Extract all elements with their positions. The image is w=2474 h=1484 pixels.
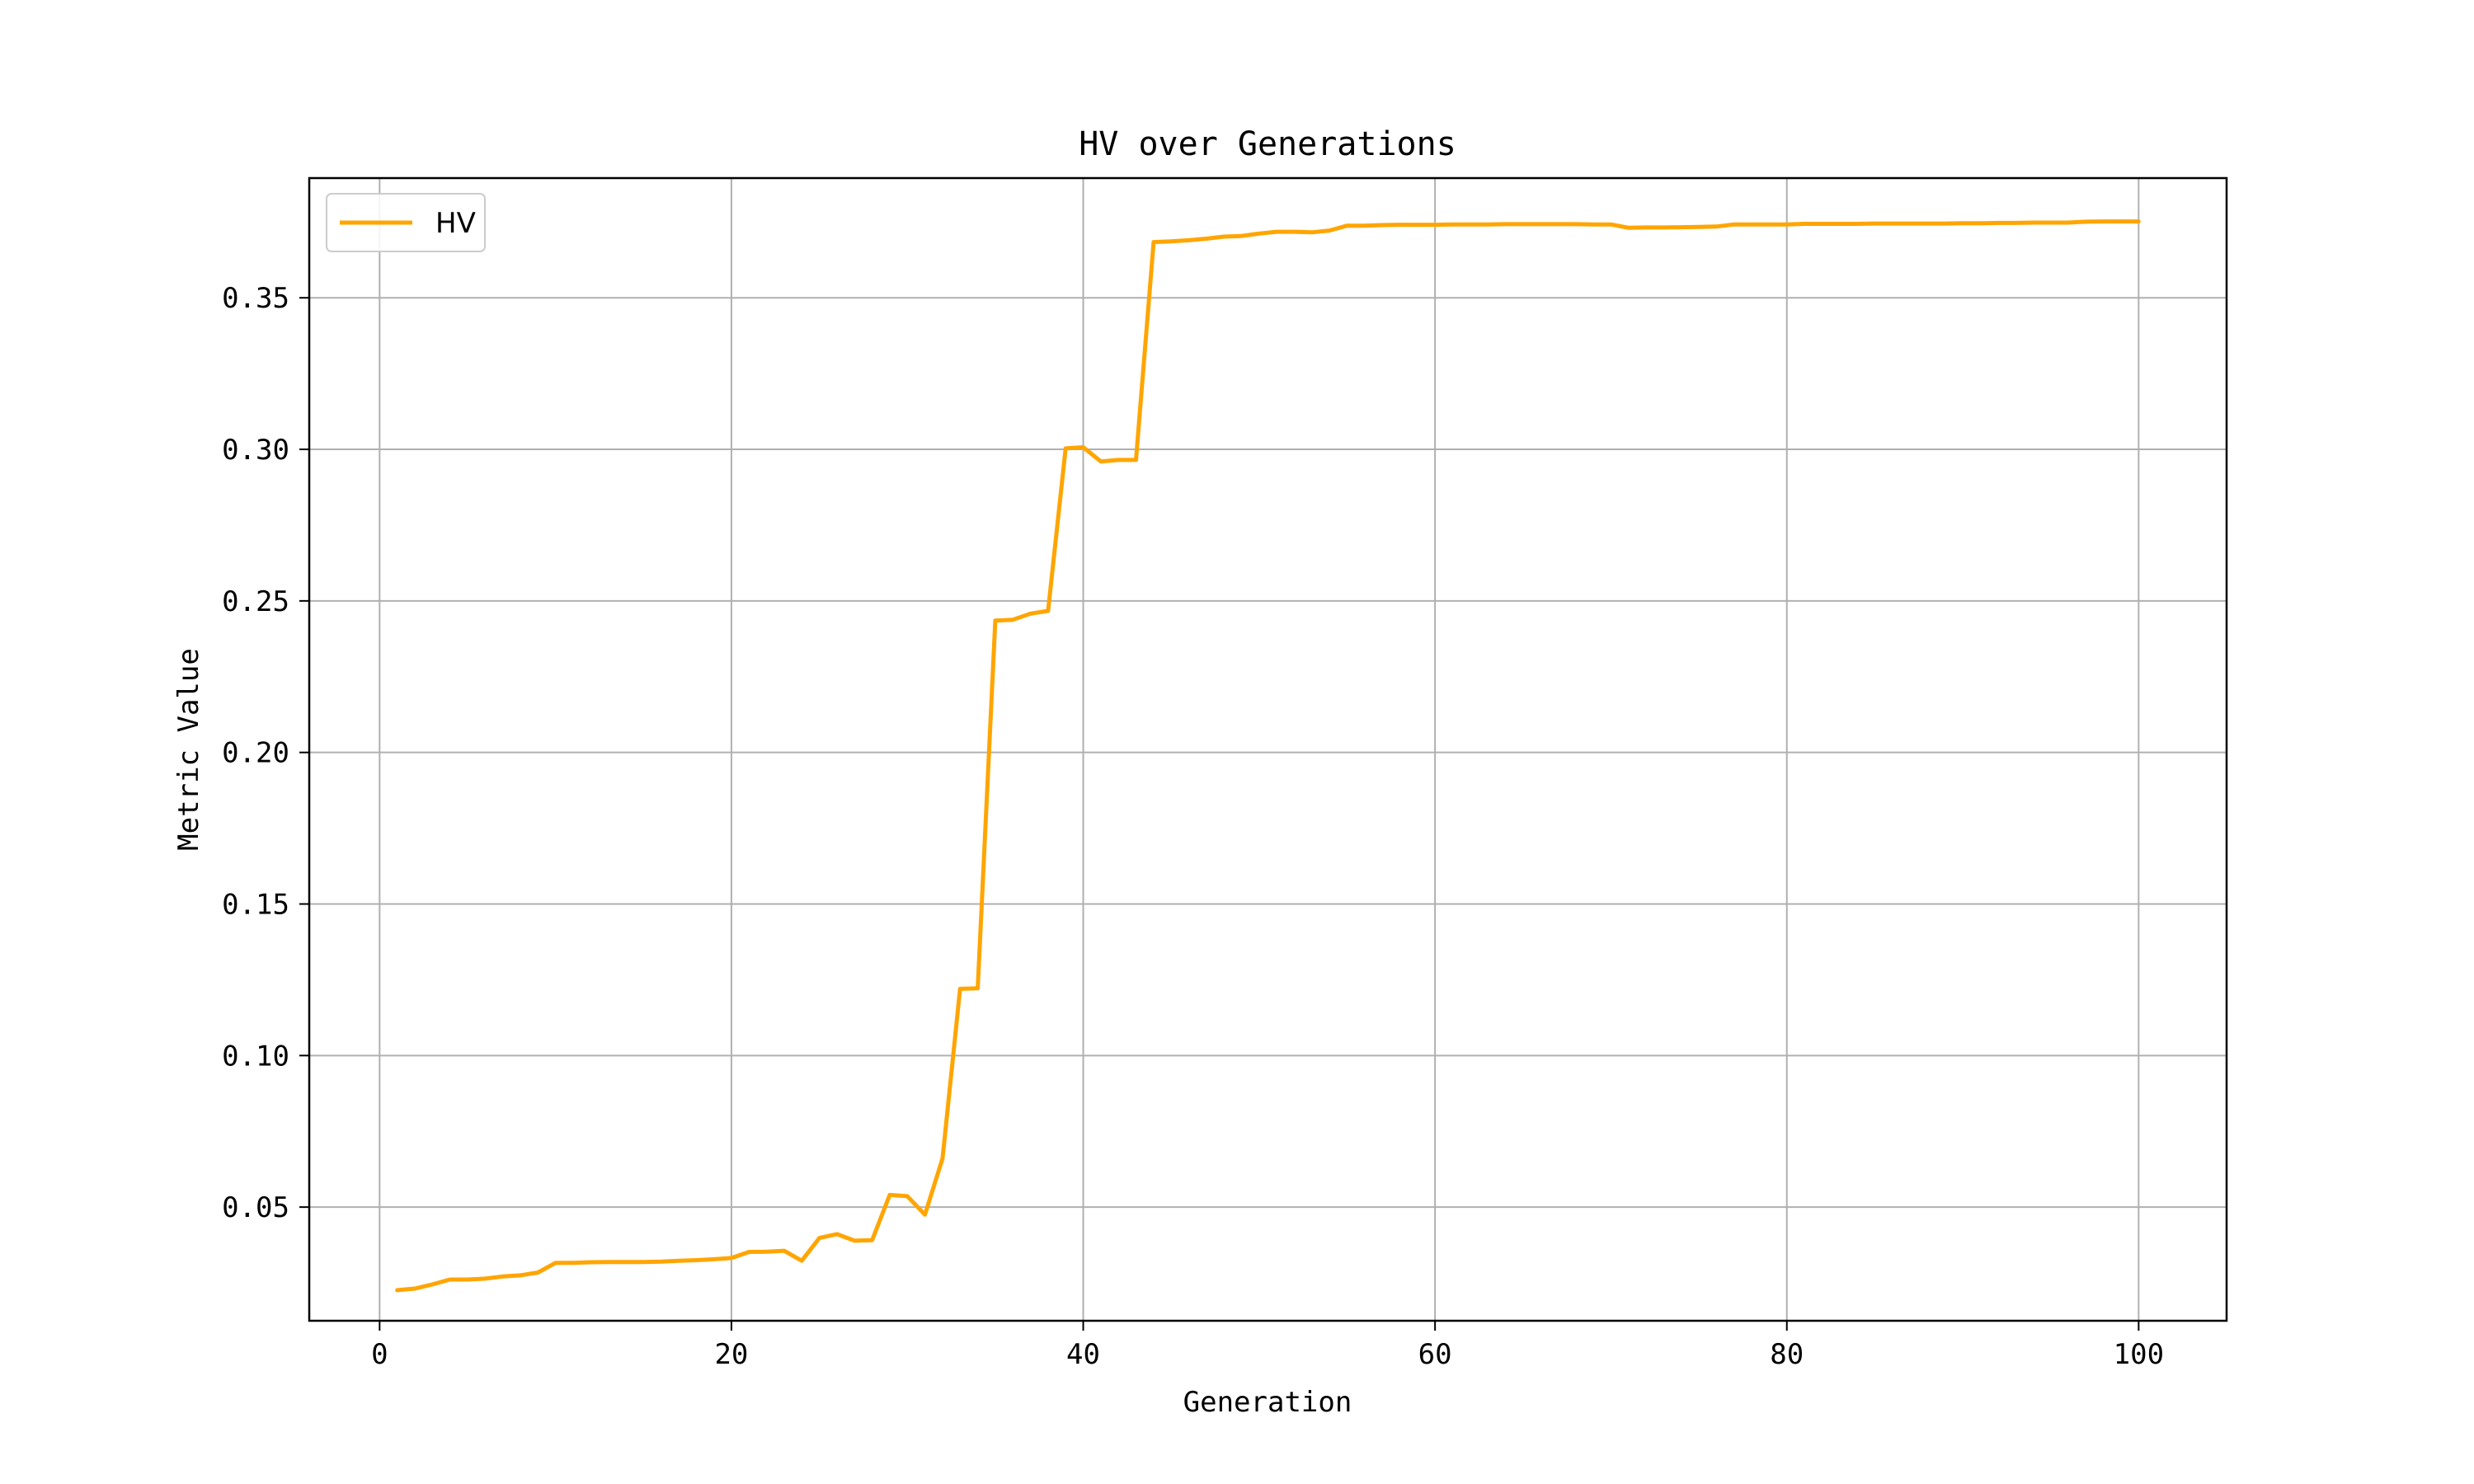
x-tick-label: 0 <box>371 1338 388 1371</box>
x-axis-label: Generation <box>1183 1386 1352 1419</box>
x-tick-label: 20 <box>714 1338 748 1371</box>
y-axis: 0.05 0.10 0.15 0.20 0.25 0.30 0.35 <box>222 282 309 1224</box>
y-tick-label: 0.25 <box>222 585 289 618</box>
x-tick-label: 60 <box>1418 1338 1452 1371</box>
y-tick-label: 0.20 <box>222 737 289 770</box>
chart-title: HV over Generations <box>1079 125 1456 163</box>
y-tick-label: 0.35 <box>222 282 289 315</box>
y-tick-label: 0.05 <box>222 1191 289 1224</box>
y-axis-label: Metric Value <box>172 648 205 851</box>
y-tick-label: 0.30 <box>222 434 289 467</box>
x-tick-label: 100 <box>2114 1338 2164 1371</box>
y-tick-label: 0.15 <box>222 888 289 921</box>
x-axis: 0 20 40 60 80 100 <box>371 1321 2164 1371</box>
y-tick-label: 0.10 <box>222 1040 289 1073</box>
grid-lines <box>309 178 2227 1321</box>
legend-label-hv: HV <box>435 207 476 240</box>
series-line-hv <box>395 219 2141 1293</box>
plot-frame <box>308 176 2228 1322</box>
x-tick-label: 80 <box>1770 1338 1804 1371</box>
legend: HV <box>326 193 486 252</box>
x-tick-label: 40 <box>1066 1338 1100 1371</box>
data-series <box>395 219 2141 1293</box>
